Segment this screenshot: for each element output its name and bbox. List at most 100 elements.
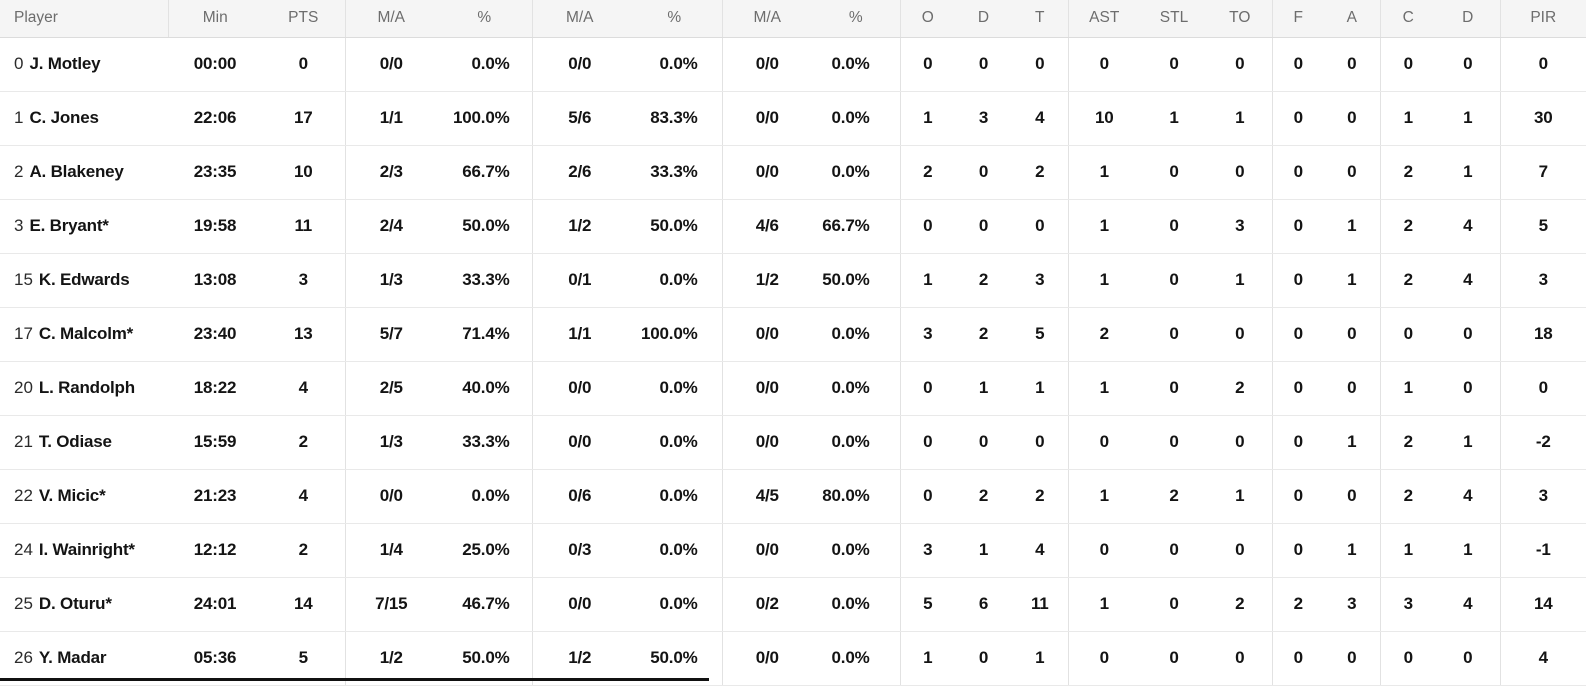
player-number: 25 <box>14 594 33 613</box>
cell-2pt-ma: 0/0 <box>344 469 437 524</box>
cell-reb-t: 4 <box>1012 523 1068 578</box>
player-number: 3 <box>14 216 24 235</box>
player-cell: 17 C. Malcolm* <box>0 307 168 362</box>
player-name[interactable]: A. Blakeney <box>29 162 124 181</box>
cell-pts: 5 <box>262 631 345 686</box>
cell-to: 1 <box>1208 253 1272 308</box>
player-name[interactable]: K. Edwards <box>38 270 130 289</box>
bottom-dark-bar <box>0 678 709 681</box>
cell-reb-o: 0 <box>899 469 955 524</box>
cell-ft-ma: 0/0 <box>721 631 812 686</box>
cell-2pt-pct: 0.0% <box>437 37 532 92</box>
player-name[interactable]: V. Micic* <box>38 486 106 505</box>
cell-ast: 1 <box>1067 145 1140 200</box>
cell-blk-f: 0 <box>1271 631 1324 686</box>
cell-ft-pct: 0.0% <box>812 631 900 686</box>
cell-2pt-ma: 1/3 <box>344 253 437 308</box>
cell-reb-o: 1 <box>899 253 955 308</box>
cell-3pt-ma: 0/1 <box>531 253 627 308</box>
player-cell: 22 V. Micic* <box>0 469 168 524</box>
cell-stl: 0 <box>1140 415 1208 470</box>
player-number: 2 <box>14 162 24 181</box>
cell-foul-d: 1 <box>1436 145 1500 200</box>
player-name[interactable]: Y. Madar <box>38 648 107 667</box>
cell-reb-o: 0 <box>899 199 955 254</box>
cell-blk-f: 0 <box>1271 361 1324 416</box>
cell-2pt-pct: 66.7% <box>437 145 532 200</box>
cell-2pt-pct: 40.0% <box>437 361 532 416</box>
cell-2pt-pct: 100.0% <box>437 91 532 146</box>
player-number: 26 <box>14 648 33 667</box>
cell-blk-f: 0 <box>1271 307 1324 362</box>
cell-foul-d: 1 <box>1436 523 1500 578</box>
cell-ft-pct: 80.0% <box>812 469 900 524</box>
cell-stl: 2 <box>1140 469 1208 524</box>
cell-reb-t: 1 <box>1012 631 1068 686</box>
cell-reb-t: 5 <box>1012 307 1068 362</box>
cell-reb-d: 2 <box>955 469 1012 524</box>
cell-blk-a: 3 <box>1324 577 1380 632</box>
cell-pir: -2 <box>1499 415 1586 470</box>
cell-2pt-pct: 50.0% <box>437 631 532 686</box>
cell-stl: 0 <box>1140 631 1208 686</box>
col-header-ft-pct: % <box>812 0 900 38</box>
player-name[interactable]: D. Oturu* <box>38 594 112 613</box>
cell-2pt-pct: 33.3% <box>437 415 532 470</box>
player-name[interactable]: C. Jones <box>29 108 99 127</box>
player-number: 22 <box>14 486 33 505</box>
player-cell: 26 Y. Madar <box>0 631 168 686</box>
cell-2pt-ma: 0/0 <box>344 37 437 92</box>
player-name[interactable]: C. Malcolm* <box>38 324 134 343</box>
table-row: 20 L. Randolph 18:22 4 2/5 40.0% 0/0 0.0%… <box>0 361 1586 416</box>
cell-2pt-ma: 1/1 <box>344 91 437 146</box>
cell-reb-t: 4 <box>1012 91 1068 146</box>
cell-foul-d: 0 <box>1436 631 1500 686</box>
cell-reb-t: 1 <box>1012 361 1068 416</box>
player-name[interactable]: J. Motley <box>29 54 101 73</box>
table-row: 3 E. Bryant* 19:58 11 2/4 50.0% 1/2 50.0%… <box>0 199 1586 254</box>
cell-ft-pct: 0.0% <box>812 37 900 92</box>
player-number: 1 <box>14 108 24 127</box>
cell-ft-ma: 1/2 <box>721 253 812 308</box>
cell-3pt-pct: 0.0% <box>627 253 722 308</box>
cell-ft-pct: 66.7% <box>812 199 900 254</box>
cell-2pt-ma: 2/5 <box>344 361 437 416</box>
cell-ft-pct: 0.0% <box>812 145 900 200</box>
cell-to: 0 <box>1208 307 1272 362</box>
table-row: 24 I. Wainright* 12:12 2 1/4 25.0% 0/3 0.… <box>0 523 1586 578</box>
cell-reb-d: 3 <box>955 91 1012 146</box>
player-number: 17 <box>14 324 33 343</box>
cell-pir: 30 <box>1499 91 1586 146</box>
cell-3pt-ma: 1/1 <box>531 307 627 362</box>
col-header-blk-a: A <box>1324 0 1380 38</box>
cell-foul-c: 2 <box>1379 415 1436 470</box>
stats-table-body: 0 J. Motley 00:00 0 0/0 0.0% 0/0 0.0% 0/0… <box>0 37 1586 686</box>
cell-pir: 3 <box>1499 253 1586 308</box>
cell-min: 21:23 <box>168 469 262 524</box>
cell-min: 13:08 <box>168 253 262 308</box>
cell-pir: 5 <box>1499 199 1586 254</box>
col-header-stl: STL <box>1140 0 1208 38</box>
cell-stl: 0 <box>1140 307 1208 362</box>
col-header-reb-o: O <box>899 0 955 38</box>
player-cell: 3 E. Bryant* <box>0 199 168 254</box>
table-row: 21 T. Odiase 15:59 2 1/3 33.3% 0/0 0.0% 0… <box>0 415 1586 470</box>
player-name[interactable]: E. Bryant* <box>29 216 109 235</box>
cell-reb-d: 6 <box>955 577 1012 632</box>
player-name[interactable]: T. Odiase <box>38 432 112 451</box>
cell-ft-ma: 0/0 <box>721 361 812 416</box>
cell-reb-o: 5 <box>899 577 955 632</box>
cell-ft-pct: 0.0% <box>812 307 900 362</box>
cell-3pt-pct: 0.0% <box>627 577 722 632</box>
player-name[interactable]: L. Randolph <box>38 378 135 397</box>
cell-3pt-pct: 0.0% <box>627 361 722 416</box>
table-row: 0 J. Motley 00:00 0 0/0 0.0% 0/0 0.0% 0/0… <box>0 37 1586 92</box>
cell-stl: 0 <box>1140 37 1208 92</box>
player-name[interactable]: I. Wainright* <box>38 540 135 559</box>
cell-2pt-ma: 2/4 <box>344 199 437 254</box>
cell-ft-pct: 0.0% <box>812 577 900 632</box>
cell-foul-c: 2 <box>1379 199 1436 254</box>
cell-pir: 7 <box>1499 145 1586 200</box>
cell-blk-f: 0 <box>1271 253 1324 308</box>
